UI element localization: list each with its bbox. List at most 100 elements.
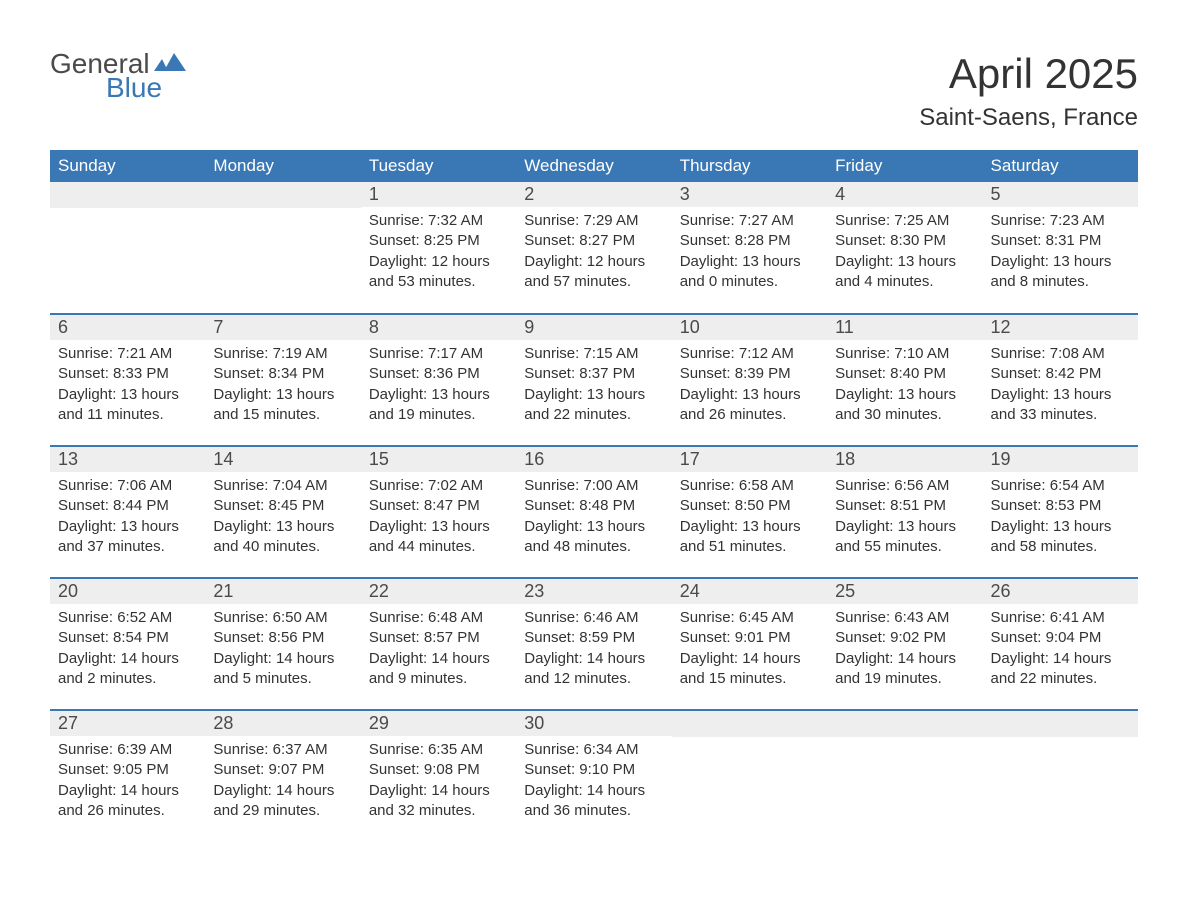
day-daylight2: and 2 minutes.: [58, 669, 197, 689]
logo: General Blue: [50, 50, 186, 102]
day-cell: 23Sunrise: 6:46 AMSunset: 8:59 PMDayligh…: [516, 578, 671, 710]
day-daylight2: and 8 minutes.: [991, 272, 1130, 292]
day-body: Sunrise: 7:12 AMSunset: 8:39 PMDaylight:…: [672, 340, 827, 433]
day-sunset: Sunset: 8:57 PM: [369, 628, 508, 648]
day-cell: 16Sunrise: 7:00 AMSunset: 8:48 PMDayligh…: [516, 446, 671, 578]
day-body: Sunrise: 6:37 AMSunset: 9:07 PMDaylight:…: [205, 736, 360, 829]
day-sunrise: Sunrise: 7:29 AM: [524, 211, 663, 231]
day-sunrise: Sunrise: 6:52 AM: [58, 608, 197, 628]
day-body: Sunrise: 6:56 AMSunset: 8:51 PMDaylight:…: [827, 472, 982, 565]
day-cell: 27Sunrise: 6:39 AMSunset: 9:05 PMDayligh…: [50, 710, 205, 842]
day-number: 17: [672, 447, 827, 472]
day-cell: 9Sunrise: 7:15 AMSunset: 8:37 PMDaylight…: [516, 314, 671, 446]
day-number: 9: [516, 315, 671, 340]
weekday-header: Friday: [827, 150, 982, 182]
day-daylight2: and 22 minutes.: [524, 405, 663, 425]
day-daylight2: and 58 minutes.: [991, 537, 1130, 557]
day-body: Sunrise: 7:25 AMSunset: 8:30 PMDaylight:…: [827, 207, 982, 300]
day-daylight1: Daylight: 14 hours: [991, 649, 1130, 669]
day-sunset: Sunset: 8:51 PM: [835, 496, 974, 516]
day-cell: 28Sunrise: 6:37 AMSunset: 9:07 PMDayligh…: [205, 710, 360, 842]
day-daylight1: Daylight: 13 hours: [991, 517, 1130, 537]
day-number: 29: [361, 711, 516, 736]
day-daylight2: and 44 minutes.: [369, 537, 508, 557]
day-cell: 13Sunrise: 7:06 AMSunset: 8:44 PMDayligh…: [50, 446, 205, 578]
weekday-header: Wednesday: [516, 150, 671, 182]
day-sunrise: Sunrise: 7:04 AM: [213, 476, 352, 496]
day-daylight2: and 26 minutes.: [680, 405, 819, 425]
day-sunset: Sunset: 9:07 PM: [213, 760, 352, 780]
day-number: 11: [827, 315, 982, 340]
day-body: Sunrise: 7:02 AMSunset: 8:47 PMDaylight:…: [361, 472, 516, 565]
day-body: Sunrise: 7:27 AMSunset: 8:28 PMDaylight:…: [672, 207, 827, 300]
day-daylight1: Daylight: 13 hours: [524, 517, 663, 537]
day-daylight1: Daylight: 13 hours: [991, 385, 1130, 405]
day-sunset: Sunset: 8:28 PM: [680, 231, 819, 251]
day-sunrise: Sunrise: 6:56 AM: [835, 476, 974, 496]
day-daylight1: Daylight: 14 hours: [524, 649, 663, 669]
day-body: Sunrise: 6:58 AMSunset: 8:50 PMDaylight:…: [672, 472, 827, 565]
day-body: Sunrise: 7:04 AMSunset: 8:45 PMDaylight:…: [205, 472, 360, 565]
day-sunrise: Sunrise: 6:41 AM: [991, 608, 1130, 628]
day-sunset: Sunset: 8:31 PM: [991, 231, 1130, 251]
day-daylight2: and 19 minutes.: [369, 405, 508, 425]
day-sunrise: Sunrise: 7:10 AM: [835, 344, 974, 364]
day-daylight2: and 53 minutes.: [369, 272, 508, 292]
day-cell: 22Sunrise: 6:48 AMSunset: 8:57 PMDayligh…: [361, 578, 516, 710]
day-cell: 21Sunrise: 6:50 AMSunset: 8:56 PMDayligh…: [205, 578, 360, 710]
day-cell: 5Sunrise: 7:23 AMSunset: 8:31 PMDaylight…: [983, 182, 1138, 314]
day-daylight1: Daylight: 13 hours: [213, 517, 352, 537]
day-cell: 30Sunrise: 6:34 AMSunset: 9:10 PMDayligh…: [516, 710, 671, 842]
empty-day-cell: [672, 710, 827, 842]
day-number: 5: [983, 182, 1138, 207]
week-row: 20Sunrise: 6:52 AMSunset: 8:54 PMDayligh…: [50, 578, 1138, 710]
day-number: 30: [516, 711, 671, 736]
day-daylight1: Daylight: 13 hours: [58, 385, 197, 405]
empty-day-cell: [983, 710, 1138, 842]
day-sunset: Sunset: 8:27 PM: [524, 231, 663, 251]
day-number: [205, 182, 360, 208]
day-sunrise: Sunrise: 6:48 AM: [369, 608, 508, 628]
day-number: 3: [672, 182, 827, 207]
day-body: Sunrise: 6:50 AMSunset: 8:56 PMDaylight:…: [205, 604, 360, 697]
day-daylight2: and 29 minutes.: [213, 801, 352, 821]
title-block: April 2025 Saint-Saens, France: [919, 50, 1138, 132]
location-subtitle: Saint-Saens, France: [919, 104, 1138, 132]
day-sunset: Sunset: 8:47 PM: [369, 496, 508, 516]
day-cell: 29Sunrise: 6:35 AMSunset: 9:08 PMDayligh…: [361, 710, 516, 842]
day-daylight2: and 0 minutes.: [680, 272, 819, 292]
day-cell: 3Sunrise: 7:27 AMSunset: 8:28 PMDaylight…: [672, 182, 827, 314]
day-daylight1: Daylight: 13 hours: [991, 252, 1130, 272]
day-cell: 25Sunrise: 6:43 AMSunset: 9:02 PMDayligh…: [827, 578, 982, 710]
week-row: 1Sunrise: 7:32 AMSunset: 8:25 PMDaylight…: [50, 182, 1138, 314]
day-number: 4: [827, 182, 982, 207]
day-cell: 18Sunrise: 6:56 AMSunset: 8:51 PMDayligh…: [827, 446, 982, 578]
day-daylight1: Daylight: 13 hours: [680, 517, 819, 537]
day-sunrise: Sunrise: 6:58 AM: [680, 476, 819, 496]
day-cell: 10Sunrise: 7:12 AMSunset: 8:39 PMDayligh…: [672, 314, 827, 446]
day-daylight1: Daylight: 13 hours: [213, 385, 352, 405]
day-number: 16: [516, 447, 671, 472]
day-daylight2: and 40 minutes.: [213, 537, 352, 557]
day-sunrise: Sunrise: 7:21 AM: [58, 344, 197, 364]
day-sunset: Sunset: 9:10 PM: [524, 760, 663, 780]
day-daylight2: and 5 minutes.: [213, 669, 352, 689]
day-body: Sunrise: 6:45 AMSunset: 9:01 PMDaylight:…: [672, 604, 827, 697]
day-sunrise: Sunrise: 7:19 AM: [213, 344, 352, 364]
day-number: 7: [205, 315, 360, 340]
day-sunset: Sunset: 8:36 PM: [369, 364, 508, 384]
weekday-header: Saturday: [983, 150, 1138, 182]
day-body: Sunrise: 6:46 AMSunset: 8:59 PMDaylight:…: [516, 604, 671, 697]
day-daylight2: and 30 minutes.: [835, 405, 974, 425]
day-daylight2: and 36 minutes.: [524, 801, 663, 821]
day-number: 26: [983, 579, 1138, 604]
day-daylight1: Daylight: 14 hours: [58, 781, 197, 801]
day-sunset: Sunset: 8:39 PM: [680, 364, 819, 384]
day-sunrise: Sunrise: 6:39 AM: [58, 740, 197, 760]
empty-day-cell: [50, 182, 205, 314]
day-daylight2: and 9 minutes.: [369, 669, 508, 689]
day-sunset: Sunset: 8:44 PM: [58, 496, 197, 516]
day-sunset: Sunset: 9:08 PM: [369, 760, 508, 780]
day-sunrise: Sunrise: 6:37 AM: [213, 740, 352, 760]
day-daylight1: Daylight: 13 hours: [680, 385, 819, 405]
